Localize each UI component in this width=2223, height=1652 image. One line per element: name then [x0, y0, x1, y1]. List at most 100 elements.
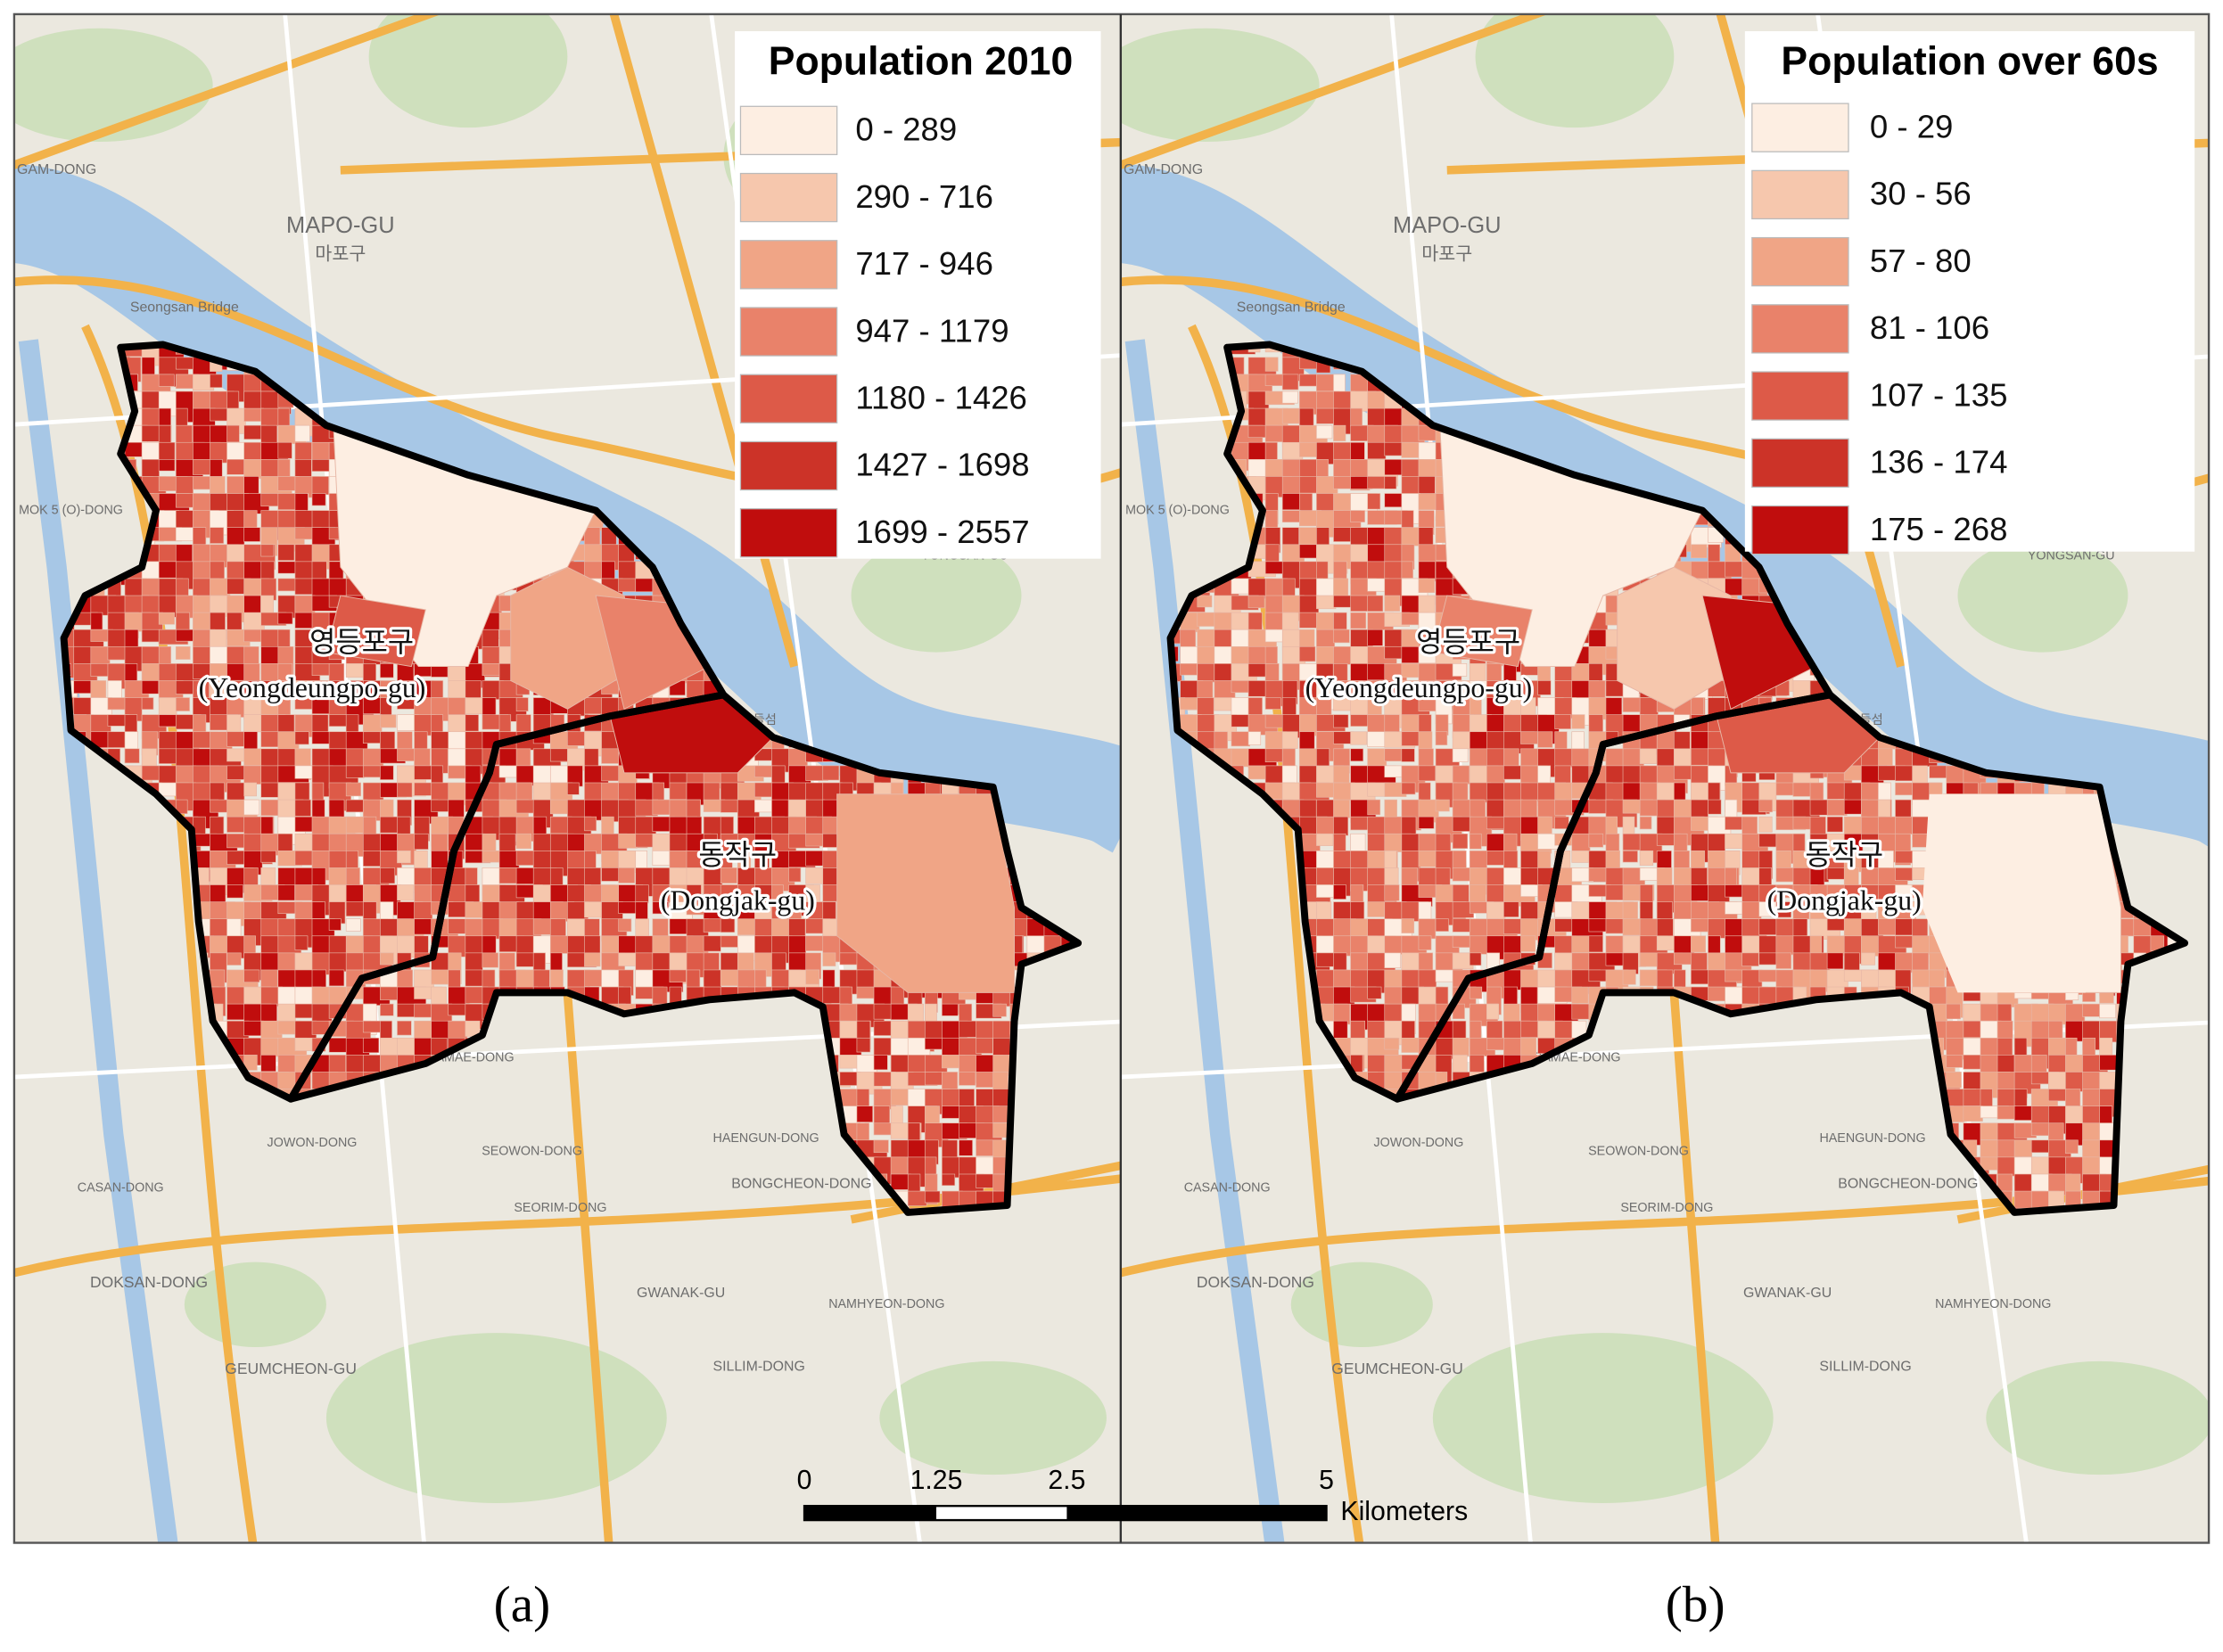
tract: [549, 765, 570, 784]
tract: [107, 697, 128, 711]
tract: [1298, 765, 1319, 784]
tract: [873, 1105, 891, 1125]
district-label: (Yeongdeungpo-gu): [199, 672, 426, 703]
map-place-label: BONGCHEON-DONG: [731, 1176, 871, 1191]
tract: [1180, 663, 1198, 676]
tract: [294, 935, 309, 950]
tract: [243, 1020, 264, 1037]
tract: [1554, 714, 1571, 729]
park: [851, 538, 1022, 653]
tract: [260, 544, 275, 557]
tract: [311, 476, 329, 496]
legend-swatch: [739, 374, 838, 423]
tract: [1452, 765, 1470, 785]
tract: [175, 612, 190, 631]
tract: [226, 833, 247, 849]
tract: [380, 714, 397, 728]
tract: [1316, 595, 1337, 610]
tract: [1333, 424, 1346, 441]
tract: [822, 952, 836, 966]
tract: [618, 833, 638, 849]
tract: [1691, 697, 1704, 717]
tract: [1231, 680, 1250, 694]
map-place-label: MAPO-GU: [286, 213, 395, 238]
tract: [822, 969, 836, 990]
tract: [1316, 527, 1330, 547]
tract: [482, 851, 502, 863]
tract: [465, 714, 479, 732]
tract: [1418, 765, 1437, 782]
tract: [328, 969, 345, 987]
park: [879, 1360, 1107, 1475]
tract: [1878, 748, 1893, 766]
tract: [431, 799, 449, 812]
map-place-label: DOKSAN-DONG: [1197, 1273, 1314, 1291]
tract: [465, 833, 485, 851]
tract: [448, 918, 469, 934]
tract: [1401, 748, 1415, 762]
tract: [1367, 714, 1387, 734]
tract: [226, 918, 242, 938]
tract: [482, 952, 498, 968]
tract: [1418, 731, 1433, 752]
tract: [890, 1089, 910, 1106]
tract: [959, 1020, 977, 1038]
road: [13, 13, 442, 170]
tract: [788, 918, 806, 938]
tract: [175, 697, 190, 711]
tract: [1264, 357, 1279, 372]
tract: [652, 986, 668, 1006]
tract: [771, 765, 786, 784]
tract: [1367, 629, 1383, 646]
tract: [976, 1037, 993, 1054]
tract: [992, 1003, 1007, 1017]
tract: [380, 952, 394, 966]
tract: [1197, 680, 1214, 701]
tract: [1281, 510, 1302, 523]
tract: [1298, 612, 1318, 629]
tract: [1350, 612, 1367, 629]
road: [563, 992, 613, 1543]
tract: [1197, 595, 1213, 608]
tract: [1264, 697, 1281, 710]
tract: [294, 765, 315, 779]
tract: [873, 1055, 888, 1071]
tract: [414, 833, 429, 851]
map-place-label: Seongsan Bridge: [1237, 300, 1346, 315]
tract: [158, 459, 176, 472]
legend-swatch: [739, 172, 838, 223]
tract: [942, 1072, 959, 1092]
tract: [107, 595, 127, 615]
tract: [1247, 595, 1265, 609]
tract: [1231, 714, 1251, 727]
tract: [754, 799, 772, 813]
tract: [1554, 748, 1574, 768]
tract: [1350, 510, 1365, 522]
tract: [618, 918, 632, 933]
tract: [362, 1037, 380, 1054]
tract: [380, 663, 394, 678]
tract: [1418, 578, 1436, 593]
legend-label: 0 - 289: [855, 111, 957, 148]
map-place-label: CASAN-DONG: [1184, 1181, 1271, 1196]
tract: [158, 544, 177, 563]
tract: [397, 884, 414, 901]
tract: [277, 612, 293, 625]
map-place-label: DOKSAN-DONG: [90, 1273, 208, 1291]
tract: [959, 1139, 973, 1156]
map-place-label: SEOWON-DONG: [1588, 1144, 1689, 1158]
tract: [924, 1037, 945, 1050]
tract: [397, 1020, 412, 1036]
tract: [1298, 645, 1316, 662]
legend-label: 1427 - 1698: [855, 447, 1029, 483]
park: [1120, 28, 1320, 143]
tract: [1281, 731, 1298, 749]
tract: [277, 544, 295, 561]
map-place-label: JOWON-DONG: [1373, 1136, 1463, 1150]
park: [1432, 1333, 1774, 1503]
tract: [226, 714, 242, 734]
legend-swatch: [739, 508, 838, 558]
